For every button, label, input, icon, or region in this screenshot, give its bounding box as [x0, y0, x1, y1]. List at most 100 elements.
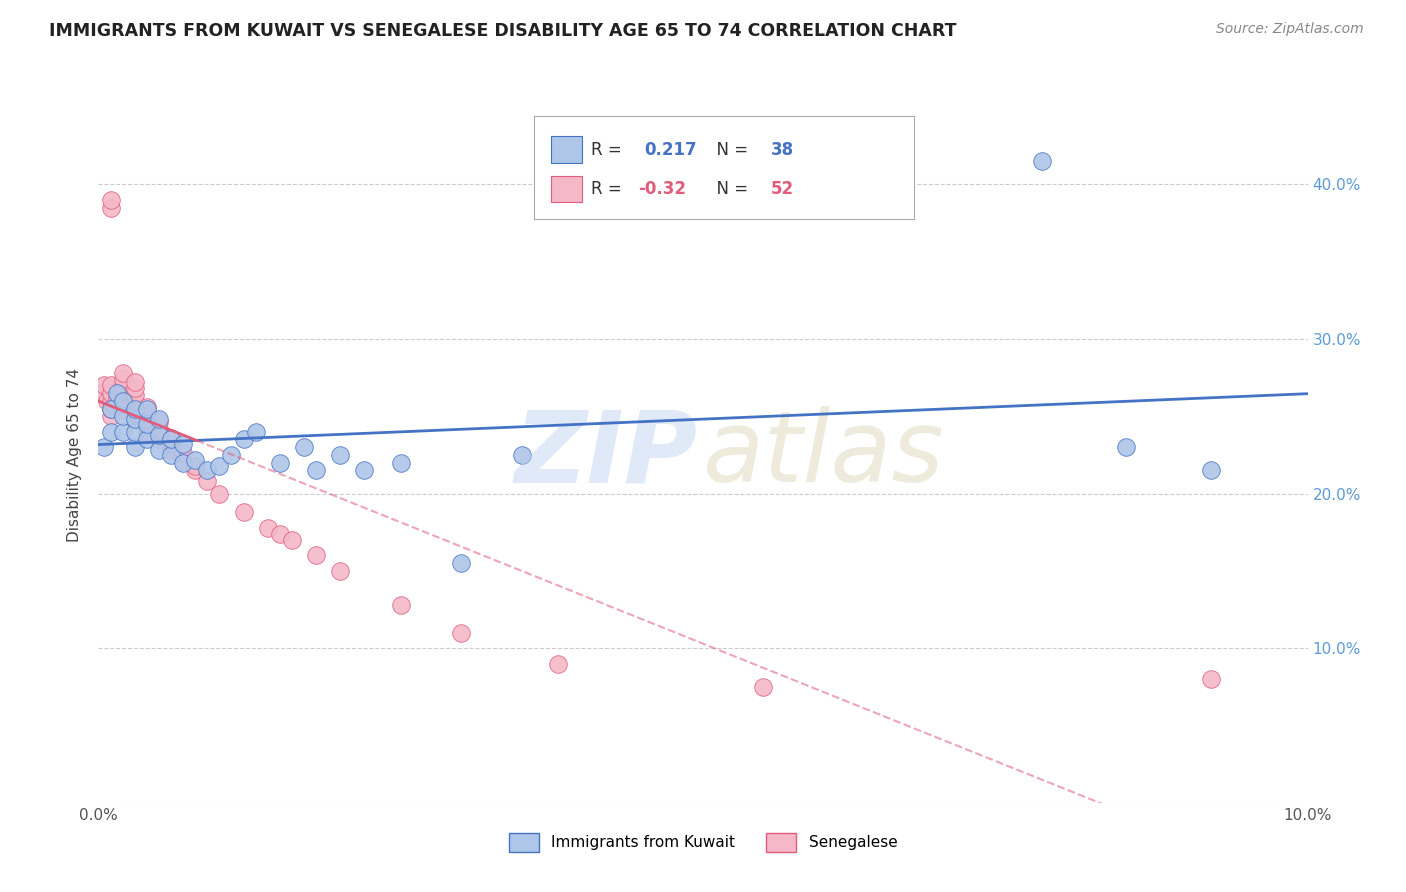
- Point: [269, 456, 291, 470]
- Point: [329, 448, 352, 462]
- Point: [305, 549, 328, 563]
- Point: [232, 433, 254, 447]
- Point: [1115, 440, 1137, 454]
- Point: [124, 376, 146, 390]
- Point: [100, 401, 122, 416]
- Text: IMMIGRANTS FROM KUWAIT VS SENEGALESE DISABILITY AGE 65 TO 74 CORRELATION CHART: IMMIGRANTS FROM KUWAIT VS SENEGALESE DIS…: [49, 22, 956, 40]
- Text: R =: R =: [591, 141, 631, 159]
- Point: [111, 425, 134, 439]
- Point: [135, 425, 157, 439]
- Point: [450, 556, 472, 570]
- Point: [124, 412, 146, 426]
- Point: [148, 433, 170, 447]
- Point: [1199, 672, 1222, 686]
- Point: [111, 401, 134, 416]
- Point: [124, 406, 146, 420]
- Point: [148, 422, 170, 436]
- Point: [184, 463, 207, 477]
- Text: atlas: atlas: [703, 407, 945, 503]
- Point: [389, 456, 412, 470]
- Point: [1031, 154, 1053, 169]
- Point: [96, 393, 118, 408]
- Text: 38: 38: [770, 141, 793, 159]
- Text: -0.32: -0.32: [638, 180, 686, 198]
- Point: [124, 401, 146, 416]
- Text: N =: N =: [706, 141, 754, 159]
- Point: [450, 625, 472, 640]
- Point: [547, 657, 569, 671]
- Point: [148, 427, 170, 442]
- Point: [111, 409, 134, 424]
- Point: [160, 433, 183, 447]
- Point: [93, 440, 115, 454]
- Point: [135, 406, 157, 420]
- Point: [100, 401, 122, 416]
- Point: [111, 384, 134, 399]
- Point: [105, 386, 128, 401]
- Point: [160, 437, 183, 451]
- Text: 0.217: 0.217: [644, 141, 696, 159]
- Point: [208, 458, 231, 473]
- Point: [184, 458, 207, 473]
- Point: [100, 409, 122, 424]
- Point: [510, 448, 533, 462]
- Point: [111, 393, 134, 408]
- Point: [124, 387, 146, 401]
- Point: [124, 381, 146, 395]
- Point: [111, 397, 134, 411]
- Point: [111, 366, 134, 380]
- Point: [100, 425, 122, 439]
- Point: [135, 401, 157, 416]
- Legend: Immigrants from Kuwait, Senegalese: Immigrants from Kuwait, Senegalese: [502, 827, 904, 858]
- Text: ZIP: ZIP: [515, 407, 697, 503]
- Point: [124, 393, 146, 408]
- Point: [1199, 463, 1222, 477]
- Text: N =: N =: [706, 180, 754, 198]
- Point: [172, 456, 194, 470]
- Point: [135, 400, 157, 414]
- Point: [100, 386, 122, 401]
- Point: [160, 448, 183, 462]
- Point: [91, 386, 114, 401]
- Point: [305, 463, 328, 477]
- Point: [100, 201, 122, 215]
- Point: [135, 412, 157, 426]
- Point: [172, 452, 194, 467]
- Point: [184, 452, 207, 467]
- Point: [160, 431, 183, 445]
- Point: [135, 418, 157, 433]
- Point: [281, 533, 304, 547]
- Point: [172, 446, 194, 460]
- Point: [124, 412, 146, 426]
- Text: 52: 52: [770, 180, 793, 198]
- Point: [148, 427, 170, 442]
- Point: [111, 391, 134, 405]
- Point: [105, 391, 128, 405]
- Point: [269, 526, 291, 541]
- Point: [124, 440, 146, 454]
- Point: [135, 433, 157, 447]
- Point: [245, 425, 267, 439]
- Point: [148, 412, 170, 426]
- Point: [160, 443, 183, 458]
- Text: Source: ZipAtlas.com: Source: ZipAtlas.com: [1216, 22, 1364, 37]
- Point: [111, 372, 134, 386]
- Point: [148, 443, 170, 458]
- Point: [232, 505, 254, 519]
- Point: [100, 193, 122, 207]
- Point: [292, 440, 315, 454]
- Point: [329, 564, 352, 578]
- Point: [389, 598, 412, 612]
- Point: [256, 520, 278, 534]
- Point: [111, 378, 134, 392]
- Y-axis label: Disability Age 65 to 74: Disability Age 65 to 74: [67, 368, 83, 542]
- Point: [752, 680, 775, 694]
- Point: [353, 463, 375, 477]
- Point: [172, 437, 194, 451]
- Point: [93, 378, 115, 392]
- Point: [100, 393, 122, 408]
- Point: [135, 417, 157, 431]
- Point: [124, 425, 146, 439]
- Text: R =: R =: [591, 180, 627, 198]
- Point: [195, 474, 218, 488]
